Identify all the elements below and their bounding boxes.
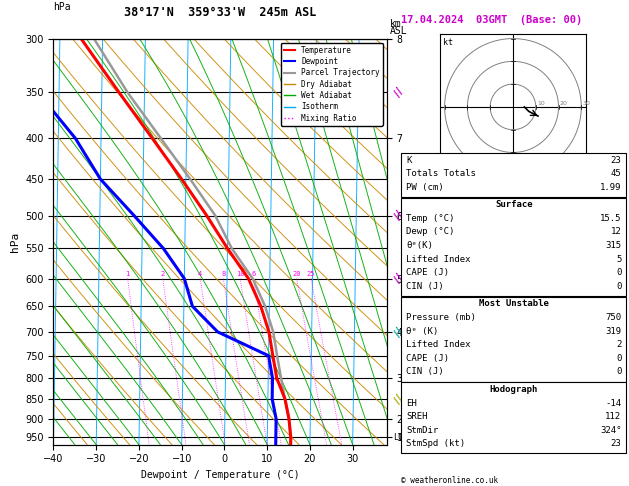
Text: Temp (°C): Temp (°C) — [406, 214, 455, 223]
Text: //: // — [393, 209, 406, 222]
Text: 23: 23 — [611, 439, 621, 449]
Text: 8: 8 — [221, 271, 225, 277]
X-axis label: Dewpoint / Temperature (°C): Dewpoint / Temperature (°C) — [141, 470, 299, 480]
Text: Pressure (mb): Pressure (mb) — [406, 313, 476, 322]
Text: Lifted Index: Lifted Index — [406, 340, 471, 349]
Text: StmSpd (kt): StmSpd (kt) — [406, 439, 465, 449]
Text: Hodograph: Hodograph — [490, 385, 538, 394]
Text: -14: -14 — [605, 399, 621, 408]
Text: EH: EH — [406, 399, 417, 408]
Text: StmDir: StmDir — [406, 426, 438, 435]
Text: 6: 6 — [252, 271, 255, 277]
Text: 750: 750 — [605, 313, 621, 322]
Text: 15.5: 15.5 — [600, 214, 621, 223]
Text: PW (cm): PW (cm) — [406, 183, 444, 192]
Text: ASL: ASL — [390, 26, 408, 36]
Text: 23: 23 — [611, 156, 621, 165]
Text: kt: kt — [443, 38, 453, 48]
Text: 0: 0 — [616, 354, 621, 363]
Text: 10: 10 — [537, 101, 545, 105]
Text: 30: 30 — [582, 101, 590, 105]
Text: CIN (J): CIN (J) — [406, 282, 444, 291]
Text: Surface: Surface — [495, 200, 533, 209]
Text: CAPE (J): CAPE (J) — [406, 354, 449, 363]
Text: 324°: 324° — [600, 426, 621, 435]
Text: CIN (J): CIN (J) — [406, 367, 444, 377]
Text: hPa: hPa — [53, 2, 71, 12]
Text: 315: 315 — [605, 241, 621, 250]
Text: //: // — [393, 86, 406, 99]
Text: 0: 0 — [616, 268, 621, 278]
Text: Most Unstable: Most Unstable — [479, 299, 549, 309]
Text: SREH: SREH — [406, 412, 428, 421]
Text: 10: 10 — [236, 271, 245, 277]
Text: //: // — [393, 393, 406, 405]
Text: 2: 2 — [160, 271, 165, 277]
Text: 12: 12 — [611, 227, 621, 237]
Text: km: km — [390, 19, 402, 29]
Text: //: // — [393, 272, 406, 285]
Text: Dewp (°C): Dewp (°C) — [406, 227, 455, 237]
Text: © weatheronline.co.uk: © weatheronline.co.uk — [401, 476, 498, 485]
Text: 0: 0 — [616, 367, 621, 377]
Y-axis label: hPa: hPa — [9, 232, 19, 252]
Text: 112: 112 — [605, 412, 621, 421]
Legend: Temperature, Dewpoint, Parcel Trajectory, Dry Adiabat, Wet Adiabat, Isotherm, Mi: Temperature, Dewpoint, Parcel Trajectory… — [281, 43, 383, 125]
Text: 20: 20 — [292, 271, 301, 277]
Text: 25: 25 — [307, 271, 315, 277]
Text: K: K — [406, 156, 412, 165]
Text: 2: 2 — [616, 340, 621, 349]
Text: //: // — [393, 326, 406, 338]
Text: Totals Totals: Totals Totals — [406, 169, 476, 178]
Text: 5: 5 — [616, 255, 621, 264]
Text: 1: 1 — [126, 271, 130, 277]
Text: Lifted Index: Lifted Index — [406, 255, 471, 264]
Text: 45: 45 — [611, 169, 621, 178]
Y-axis label: Mixing Ratio (g/kg): Mixing Ratio (g/kg) — [442, 191, 450, 293]
Text: CAPE (J): CAPE (J) — [406, 268, 449, 278]
Text: 1.99: 1.99 — [600, 183, 621, 192]
Text: LCL: LCL — [394, 433, 408, 442]
Text: θᵉ (K): θᵉ (K) — [406, 327, 438, 336]
Text: 4: 4 — [198, 271, 203, 277]
Text: 38°17'N  359°33'W  245m ASL: 38°17'N 359°33'W 245m ASL — [124, 6, 316, 19]
Text: 319: 319 — [605, 327, 621, 336]
Text: 0: 0 — [616, 282, 621, 291]
Text: 20: 20 — [560, 101, 567, 105]
Text: θᵉ(K): θᵉ(K) — [406, 241, 433, 250]
Text: 17.04.2024  03GMT  (Base: 00): 17.04.2024 03GMT (Base: 00) — [401, 15, 582, 25]
